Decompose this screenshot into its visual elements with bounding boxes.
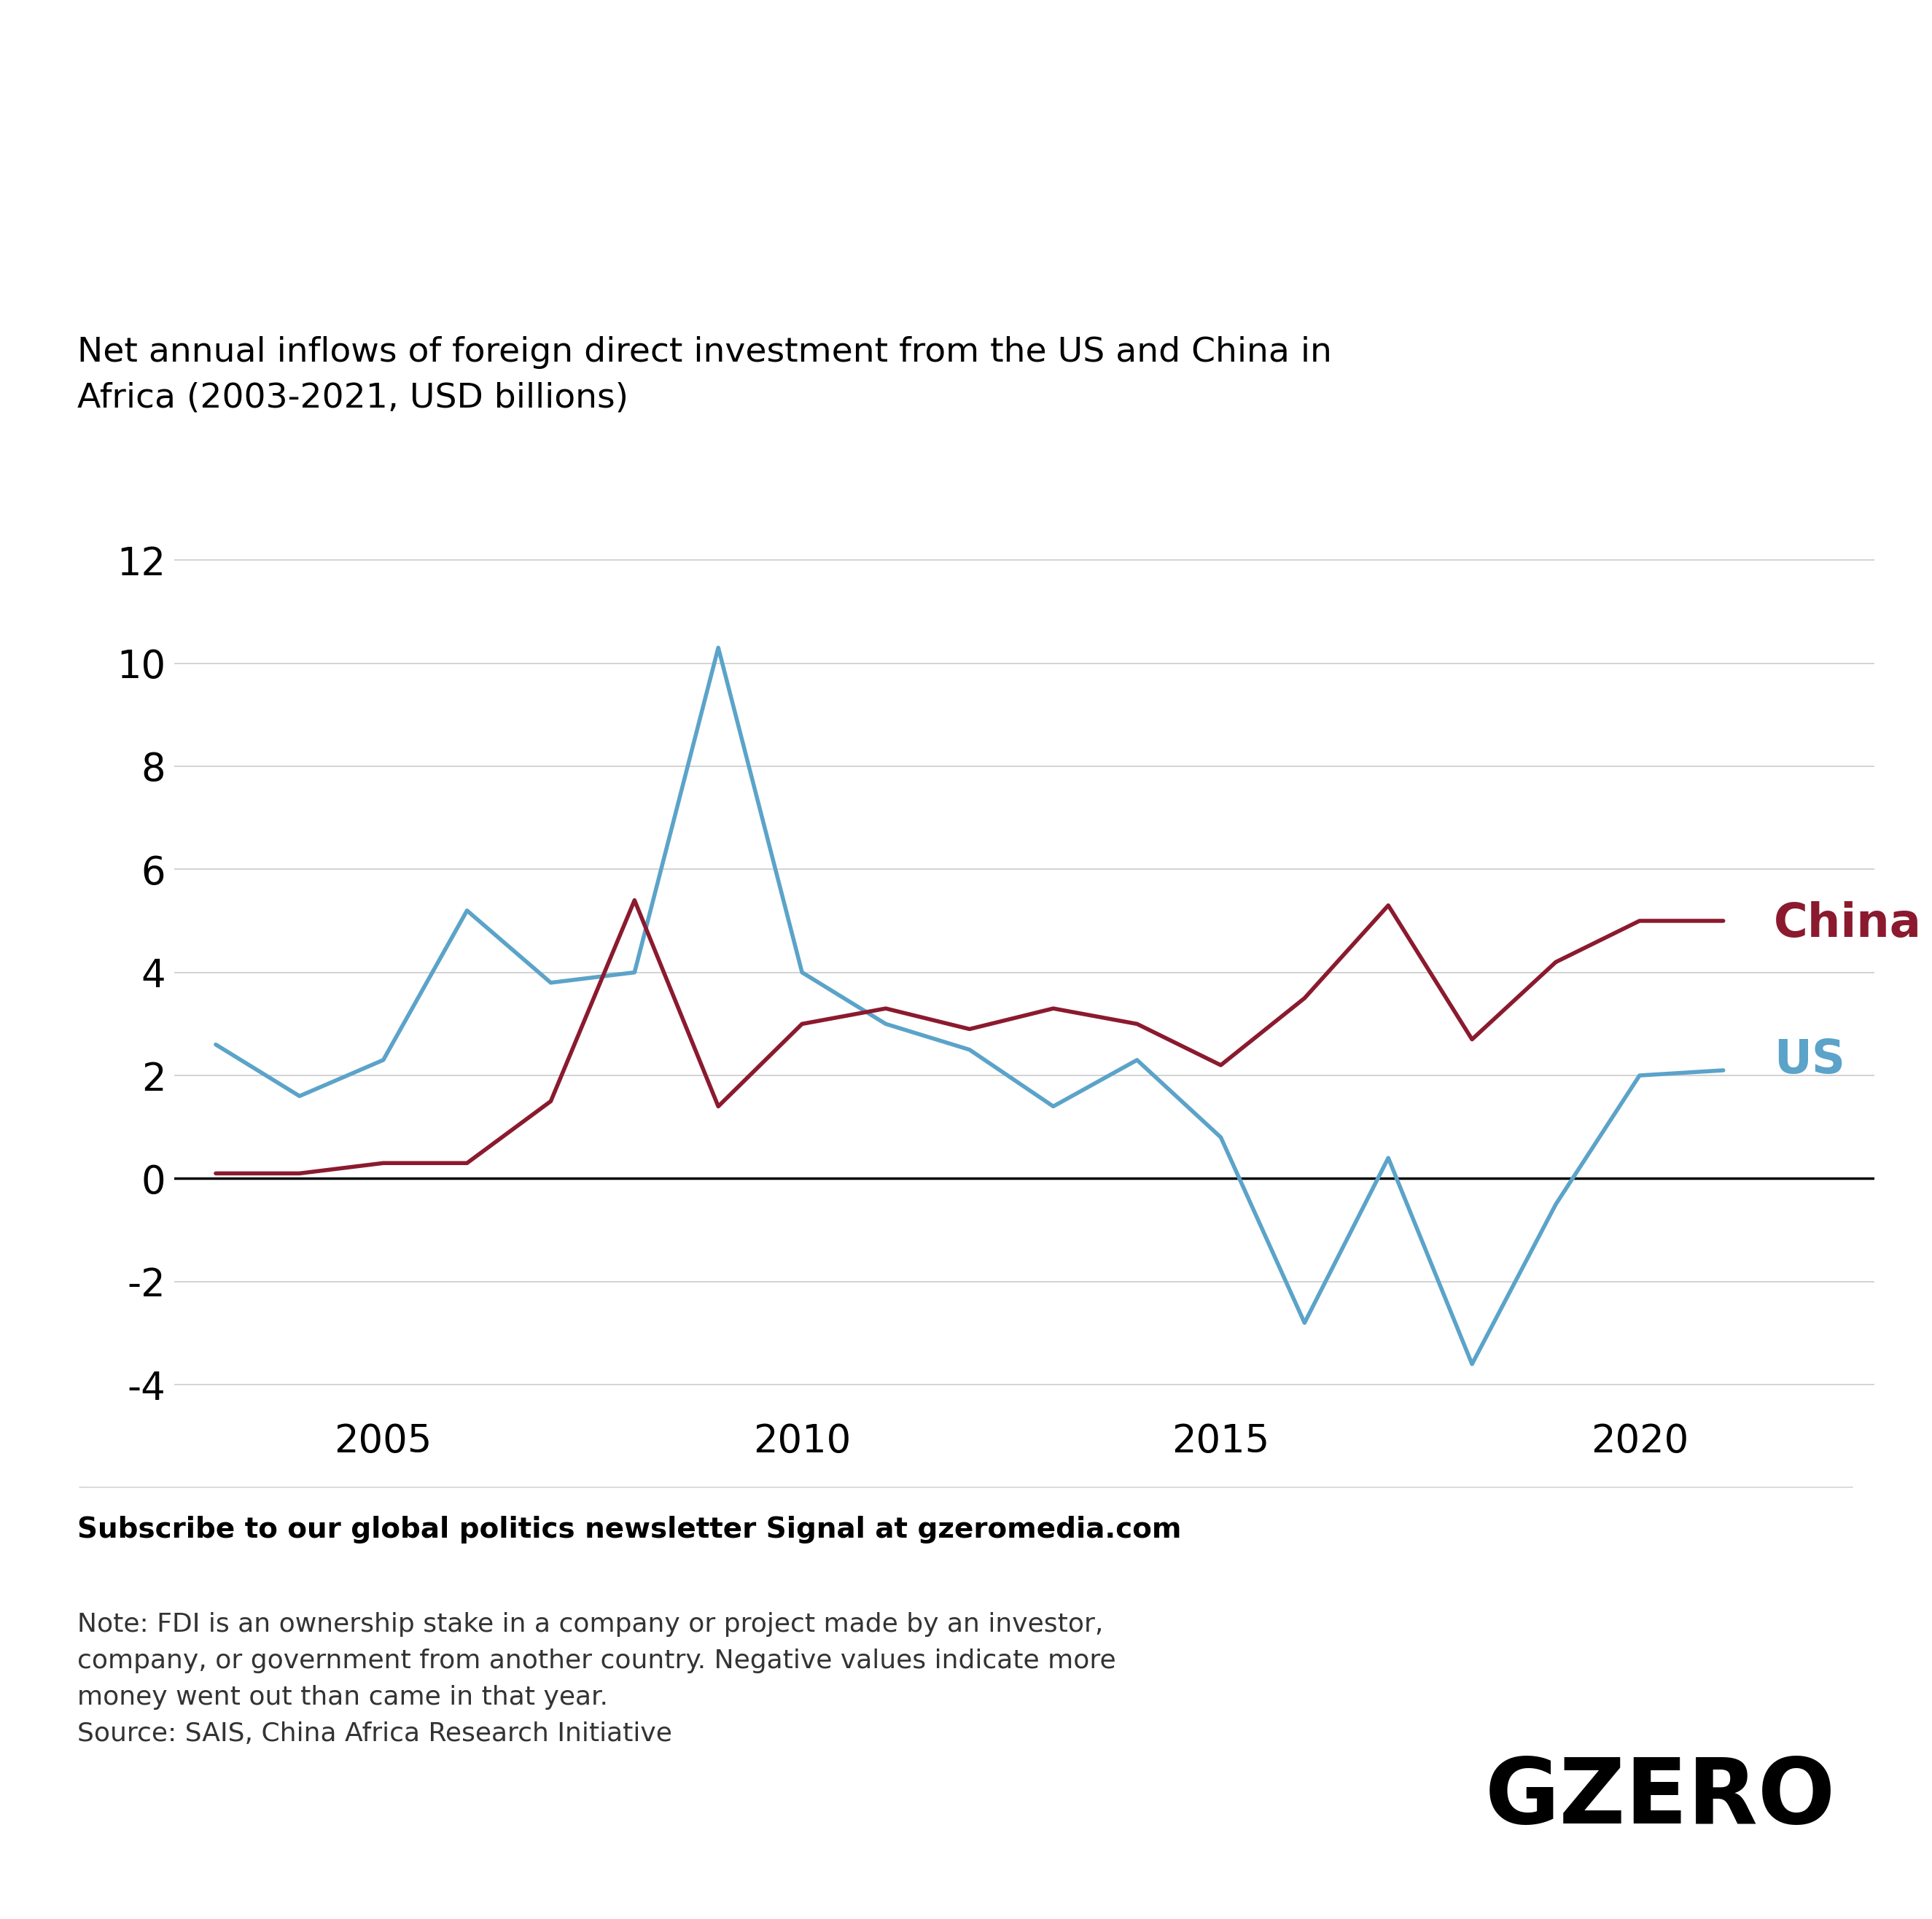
- Text: GZERO: GZERO: [1484, 1754, 1835, 1842]
- Text: Subscribe to our global politics newsletter Signal at gzeromedia.com: Subscribe to our global politics newslet…: [77, 1516, 1182, 1543]
- Text: Net annual inflows of foreign direct investment from the US and China in
Africa : Net annual inflows of foreign direct inv…: [77, 336, 1331, 415]
- Text: Note: FDI is an ownership stake in a company or project made by an investor,
com: Note: FDI is an ownership stake in a com…: [77, 1612, 1117, 1746]
- Text: US: US: [1774, 1038, 1845, 1082]
- Text: US vs China: Who invests more in Africa?: US vs China: Who invests more in Africa?: [77, 129, 1814, 201]
- Text: China: China: [1774, 900, 1922, 946]
